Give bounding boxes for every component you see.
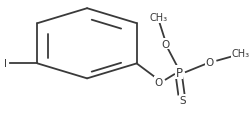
Text: O: O	[162, 40, 170, 49]
Text: CH₃: CH₃	[150, 13, 168, 23]
Text: P: P	[176, 66, 182, 79]
Text: O: O	[206, 57, 214, 67]
Text: CH₃: CH₃	[232, 49, 250, 58]
Text: S: S	[179, 95, 186, 105]
Text: O: O	[154, 77, 162, 87]
Text: I: I	[4, 59, 7, 69]
